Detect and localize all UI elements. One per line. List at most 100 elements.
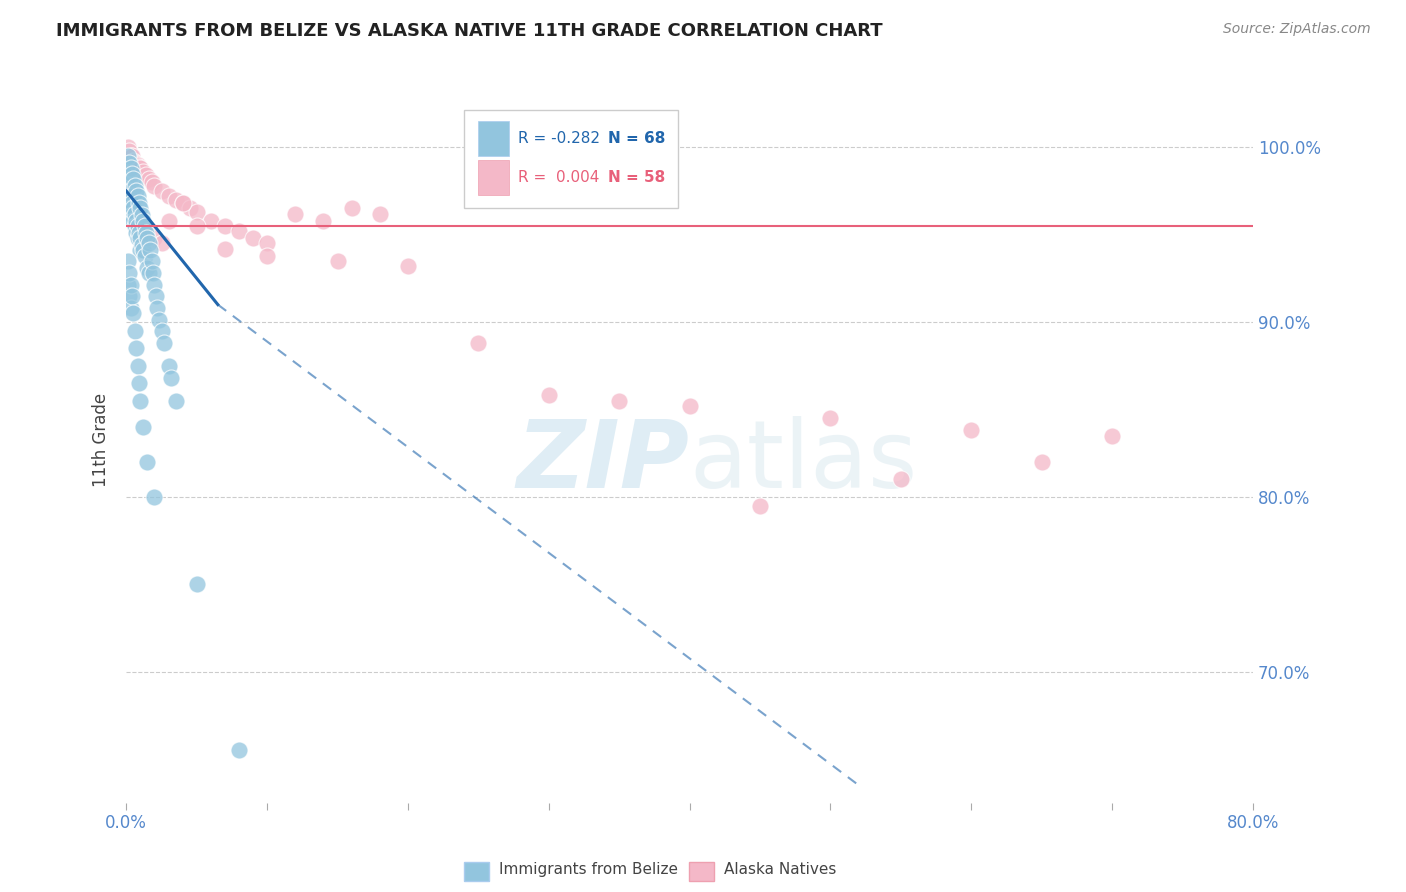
Point [200,213,222,227]
Point [128,160,150,174]
Point [127,219,149,233]
Point [118,189,141,203]
Point [122,202,145,216]
Point [132,244,155,258]
Point [135,226,157,240]
Point [131,209,153,223]
Point [124,219,146,233]
Point [132,213,155,227]
Point [396,259,419,273]
Point [118,156,141,170]
Point [256,236,278,251]
Point [118,266,141,280]
Point [145,289,167,303]
Point [368,207,391,221]
Point [124,324,146,338]
Point [122,202,145,216]
Point [118,289,141,303]
Point [157,189,180,203]
Point [139,244,162,258]
Point [141,254,163,268]
Y-axis label: 11th Grade: 11th Grade [93,393,110,487]
Point [117,254,139,268]
Point [141,175,163,189]
Point [186,219,208,233]
Point [124,205,146,219]
Point [120,193,142,207]
Point [129,219,152,233]
Point [117,178,139,193]
Point [326,254,349,268]
Point [136,455,159,469]
Bar [478,160,509,195]
Point [607,393,630,408]
Point [120,202,142,216]
Point [125,184,148,198]
Point [122,306,145,320]
Point [124,178,146,193]
Point [890,472,912,486]
Point [134,219,156,233]
Text: Immigrants from Belize: Immigrants from Belize [499,863,678,877]
Point [117,149,139,163]
Point [117,140,139,154]
Point [129,244,152,258]
Point [129,161,152,176]
Point [228,224,250,238]
Point [121,196,143,211]
Point [132,165,155,179]
Point [122,213,145,227]
Point [136,224,159,238]
Point [129,202,152,216]
Point [228,743,250,757]
Point [127,189,149,203]
Point [678,399,700,413]
Bar [478,121,509,156]
Point [127,359,149,373]
Text: R =  0.004: R = 0.004 [519,170,600,185]
Point [125,158,148,172]
Point [118,144,141,158]
Point [120,189,142,203]
Point [121,209,143,223]
Point [284,207,307,221]
Point [150,324,173,338]
Point [121,167,143,181]
Point [121,289,143,303]
Text: Alaska Natives: Alaska Natives [724,863,837,877]
Point [132,420,155,434]
Point [214,242,236,256]
Point [127,158,149,172]
Point [143,178,166,193]
Point [136,260,159,275]
Point [165,193,187,207]
Point [143,490,166,504]
Point [150,184,173,198]
Point [960,424,983,438]
Point [142,266,165,280]
Text: R = -0.282: R = -0.282 [519,131,600,146]
Point [172,196,194,211]
Point [134,249,156,263]
Point [128,226,150,240]
Point [1031,455,1053,469]
Point [143,231,166,245]
Point [146,301,169,315]
Point [136,231,159,245]
Point [120,301,142,315]
Point [127,231,149,245]
Point [150,236,173,251]
Point [242,231,264,245]
Point [186,205,208,219]
Point [117,184,139,198]
Point [186,577,208,591]
Point [122,154,145,169]
Point [256,249,278,263]
Point [148,313,170,327]
Point [340,202,363,216]
Point [179,202,201,216]
Text: N = 68: N = 68 [609,131,666,146]
Point [165,393,187,408]
Point [129,393,152,408]
Point [143,278,166,293]
